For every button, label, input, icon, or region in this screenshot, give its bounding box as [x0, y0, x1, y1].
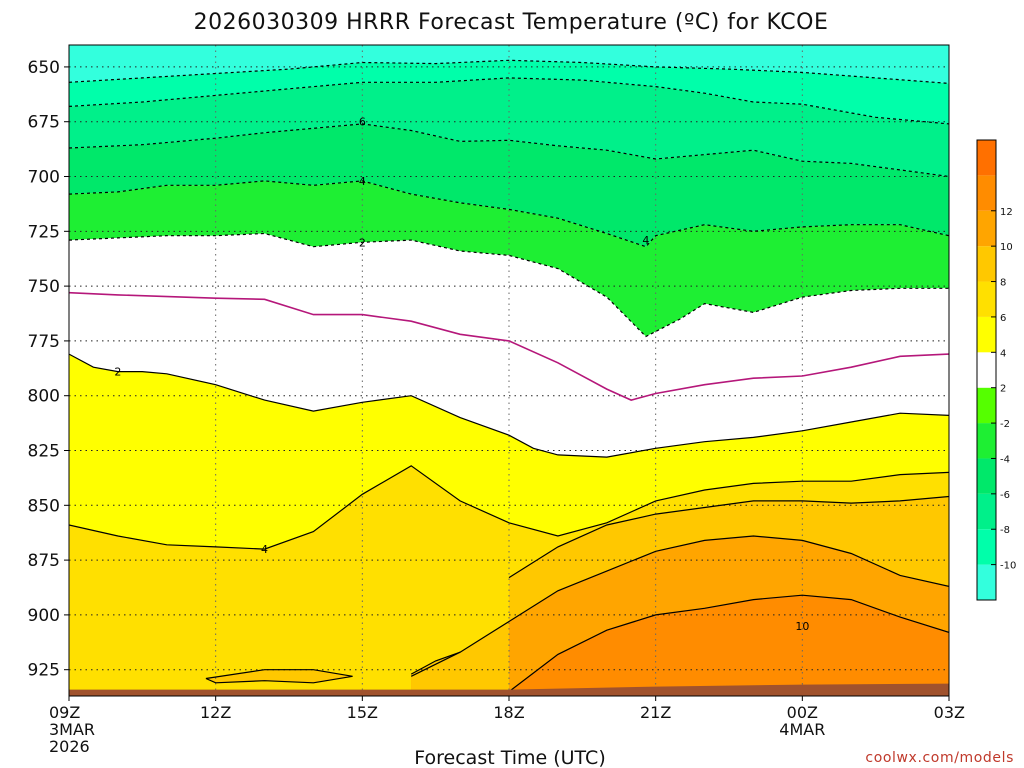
- x-tick-label: 2026: [49, 737, 90, 756]
- colorbar-frame: [976, 139, 997, 601]
- ground-terrain: [69, 683, 949, 696]
- warm-pocket-small: [205, 669, 353, 683]
- colorbar-tick-label: 8: [1000, 278, 1006, 289]
- contour-line--2: [69, 232, 949, 338]
- warm-pocket-2: [509, 595, 949, 696]
- fill-band-2: [69, 77, 949, 177]
- contour-line-4: [410, 651, 461, 675]
- x-tick-label: 12Z: [200, 703, 231, 722]
- colorbar-swatch: [977, 246, 996, 282]
- y-tick-label: 675: [28, 113, 60, 133]
- contour-line-0: [69, 291, 949, 401]
- y-tick-label: 900: [28, 606, 60, 626]
- warm-pocket-mid: [411, 621, 509, 696]
- x-tick-label: 4MAR: [779, 720, 825, 739]
- x-tick-label: 09Z: [49, 703, 80, 722]
- y-tick-label: 725: [28, 222, 60, 242]
- colorbar-tick-label: -8: [1000, 525, 1010, 536]
- contour-line-2: [69, 353, 949, 458]
- colorbar-tick-label: 2: [1000, 384, 1006, 395]
- plot-area: 6 4 2 4 2 4 10: [69, 45, 949, 696]
- x-tick-label: 00Z: [787, 703, 818, 722]
- colorbar-swatch: [977, 281, 996, 317]
- contour-label: 2: [359, 236, 366, 249]
- contour-label: 6: [359, 116, 366, 129]
- contour-line--6: [69, 77, 949, 125]
- contour-lines: [69, 59, 949, 693]
- x-tick-label: 21Z: [640, 703, 671, 722]
- contour-line-6: [508, 495, 949, 579]
- colorbar-tick-label: -10: [1000, 561, 1016, 572]
- y-tick-label: 700: [28, 168, 60, 188]
- x-tick-label: 03Z: [934, 703, 965, 722]
- chart-title: 2026030309 HRRR Forecast Temperature (ºC…: [194, 10, 829, 35]
- fill-band-7: [69, 354, 949, 550]
- x-tick-label: 3MAR: [49, 720, 95, 739]
- contour-label: 10: [795, 620, 809, 633]
- y-tick-label: 825: [28, 442, 60, 462]
- ground-fill: [69, 683, 949, 696]
- y-tick-label: 650: [28, 58, 60, 78]
- colorbar-tick-label: -2: [1000, 419, 1010, 430]
- contour-label: 4: [261, 543, 268, 556]
- colorbar-swatch: [977, 316, 996, 353]
- colorbar-tick-label: 6: [1000, 313, 1006, 324]
- fill-band-0: [69, 45, 949, 84]
- colorbar-swatch: [977, 210, 996, 247]
- contour-line--4: [69, 123, 949, 178]
- colorbar-swatch: [977, 423, 996, 459]
- colorbar-tick-label: 12: [1000, 207, 1013, 218]
- colorbar-swatch: [977, 493, 996, 530]
- credit-label[interactable]: coolwx.com/models: [865, 750, 1014, 766]
- contour-line-10: [508, 594, 949, 693]
- fill-band-4: [69, 180, 949, 337]
- x-tick-label: 15Z: [347, 703, 378, 722]
- colorbar-swatch: [977, 564, 996, 600]
- colorbar-swatch: [977, 529, 996, 565]
- colorbar-swatch: [977, 175, 996, 211]
- colorbar-tick-label: 10: [1000, 242, 1013, 253]
- contour-labels: 6 4 2 4 2 4 10: [114, 116, 809, 633]
- fill-band-5: [69, 233, 949, 401]
- x-axis-label: Forecast Time (UTC): [414, 747, 605, 768]
- colorbar-tick-label: -4: [1000, 454, 1010, 465]
- y-tick-label: 750: [28, 277, 60, 297]
- colorbar-swatch: [977, 387, 996, 424]
- y-axis: 650 675 700 725 750 775 800 825 850 875 900 925: [28, 58, 69, 681]
- y-tick-label: 850: [28, 496, 60, 516]
- colorbar: -10 -8 -6 -4 -2 2 4 6 8 10 12: [976, 139, 1016, 601]
- contour-line-8: [410, 535, 949, 677]
- contour-line-4: [69, 465, 949, 550]
- fill-band-3: [69, 123, 949, 247]
- y-tick-label: 800: [28, 387, 60, 407]
- contour-line--8: [69, 59, 949, 84]
- color-fill-bands: [69, 45, 949, 696]
- y-tick-label: 925: [28, 661, 60, 681]
- contour-line--2: [69, 180, 949, 248]
- contour-label: 2: [114, 366, 121, 379]
- fill-band-6: [69, 292, 949, 458]
- contour-label: 4: [642, 234, 649, 247]
- colorbar-tick-label: -6: [1000, 490, 1010, 501]
- colorbar-swatch: [977, 140, 996, 176]
- colorbar-swatch: [977, 352, 996, 388]
- y-tick-label: 775: [28, 332, 60, 352]
- x-tick-label: 18Z: [493, 703, 524, 722]
- colorbar-tick-label: 4: [1000, 348, 1006, 359]
- contour-line-4: [205, 669, 353, 684]
- colorbar-swatch: [977, 458, 996, 494]
- fill-band-1: [69, 60, 949, 124]
- y-tick-label: 875: [28, 551, 60, 571]
- contour-label: 4: [359, 175, 366, 188]
